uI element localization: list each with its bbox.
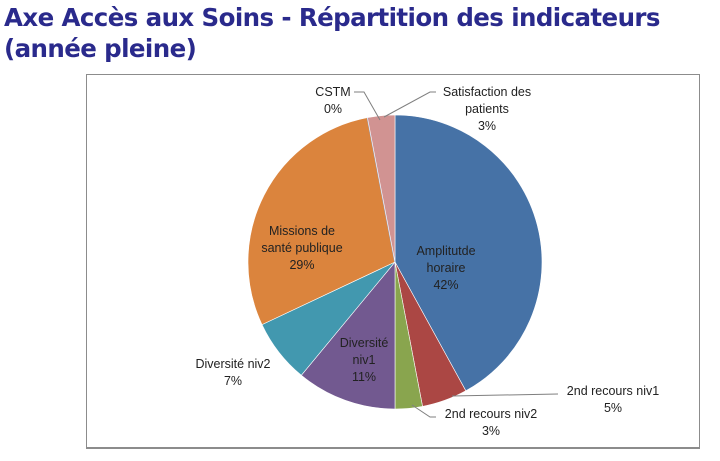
- label-diversite-niv1: Diversité niv1 11%: [339, 336, 389, 384]
- label-diversite-niv2: Diversité niv2 7%: [195, 357, 271, 388]
- leader-line-cstm: [354, 91, 381, 121]
- leader-line-satisfaction: [383, 91, 436, 118]
- pie-slice-amplitutde-horaire: [394, 114, 543, 392]
- label-2nd-recours-niv1: 2nd recours niv1 5%: [566, 384, 660, 415]
- pie-slice-diversite-niv1: [300, 261, 396, 410]
- label-satisfaction: Satisfaction des patients 3%: [442, 85, 532, 133]
- label-amplitude: Amplitutde horaire 42%: [416, 244, 476, 292]
- leader-line-2nd-recours-niv2: [411, 404, 436, 418]
- leader-line-2nd-recours-niv1: [451, 393, 559, 397]
- pie-slice-satisfaction-des-patients: [367, 114, 396, 263]
- pie-slice-missions-de-sante-publique: [247, 117, 396, 325]
- page-title: Axe Accès aux Soins - Répartition des in…: [4, 3, 660, 63]
- label-missions: Missions de santé publique 29%: [261, 224, 343, 272]
- label-cstm: CSTM 0%: [315, 85, 351, 116]
- label-2nd-recours-niv2: 2nd recours niv2 3%: [444, 407, 538, 438]
